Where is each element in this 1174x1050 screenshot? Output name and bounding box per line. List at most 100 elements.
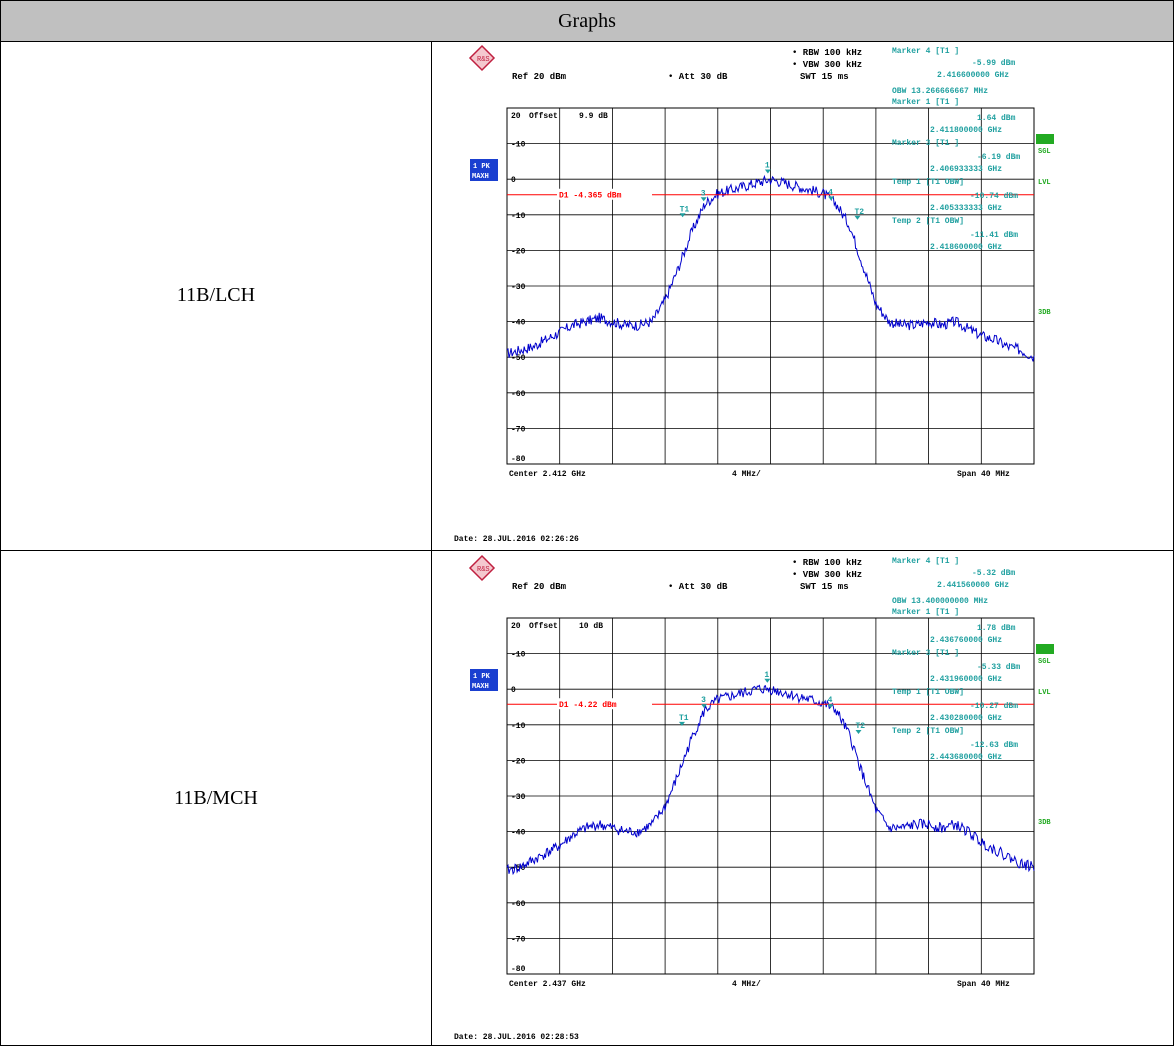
marker-icon (828, 196, 835, 201)
marker-info-text: Temp 2 [T1 OBW] (892, 217, 964, 226)
y-tick-label: -10 (511, 212, 526, 221)
marker-info-text: 2.431960000 GHz (930, 675, 1002, 684)
table-header: Graphs (0, 0, 1174, 42)
vbw-label: • VBW 300 kHz (792, 60, 862, 70)
trace-mode: MAXH (472, 173, 489, 181)
marker-info-text: -10.27 dBm (970, 702, 1018, 711)
y-tick-label: -10 (511, 722, 526, 731)
marker-icon (855, 730, 862, 735)
marker-icon (701, 704, 708, 709)
graph-cell: R&S • RBW 100 kHz • VBW 300 kHz SWT 15 ms Re… (432, 41, 1173, 550)
div-label: 4 MHz/ (732, 980, 761, 989)
marker-info-text: 2.441560000 GHz (937, 581, 1009, 590)
sgl-indicator (1036, 644, 1054, 654)
marker-label: 3 (701, 696, 706, 705)
marker-info-text: Temp 1 [T1 OBW] (892, 688, 964, 697)
offset-value: 10 dB (579, 622, 603, 631)
row-label-cell: 11B/LCH (1, 41, 432, 550)
y-tick-label: -10 (511, 651, 526, 660)
rbw-label: • RBW 100 kHz (792, 48, 862, 58)
marker-info-text: -5.33 dBm (977, 663, 1020, 672)
marker-info-text: 1.78 dBm (977, 624, 1016, 633)
marker-info-text: 2.443680000 GHz (930, 753, 1002, 762)
marker-label: 4 (828, 696, 833, 705)
graph-cell: R&S • RBW 100 kHz • VBW 300 kHz SWT 15 ms Re… (432, 551, 1173, 1045)
marker-info-text: Marker 3 [T1 ] (892, 139, 959, 148)
swt-label: SWT 15 ms (800, 582, 849, 592)
marker-info-text: -12.63 dBm (970, 741, 1018, 750)
display-line-label-bg (557, 188, 652, 200)
marker-info-text: 2.418600000 GHz (930, 243, 1002, 252)
y-tick-label: -50 (511, 864, 526, 873)
marker-label: 3 (701, 189, 706, 198)
marker-info-text: Marker 4 [T1 ] (892, 47, 959, 56)
date-label: Date: 28.JUL.2016 02:28:53 (454, 1033, 579, 1042)
y-tick-label: -70 (511, 425, 526, 434)
marker-icon (827, 704, 834, 709)
table-row: 11B/LCH R&S • RBW 100 kHz • VBW 300 kHz SWT… (0, 41, 1174, 551)
y-tick-label: -80 (511, 455, 526, 464)
trace-label: 1 PK (473, 163, 491, 171)
rs-logo-icon (468, 554, 496, 582)
y-tick-label: 20 (511, 112, 521, 121)
trace-badge (470, 159, 498, 181)
y-tick-label: -60 (511, 390, 526, 399)
div-label: 4 MHz/ (732, 470, 761, 479)
display-line-label: D1 -4.22 dBm (559, 701, 617, 710)
marker-info-text: -5.32 dBm (972, 569, 1015, 578)
display-line-label: D1 -4.365 dBm (559, 192, 622, 201)
marker-info-text: -6.19 dBm (977, 153, 1020, 162)
marker-icon (764, 169, 771, 174)
center-freq-label: Center 2.437 GHz (509, 980, 586, 989)
offset-label: Offset (529, 622, 558, 631)
marker-info-text: 2.430280000 GHz (930, 714, 1002, 723)
side-label: 3DB (1038, 309, 1051, 317)
table-header-label: Graphs (558, 9, 616, 32)
y-tick-label: -20 (511, 247, 526, 256)
att-label: • Att 30 dB (668, 582, 728, 592)
y-tick-label: 0 (511, 686, 516, 695)
row-label-cell: 11B/MCH (1, 551, 432, 1045)
ref-label: Ref 20 dBm (512, 72, 567, 82)
date-label: Date: 28.JUL.2016 02:26:26 (454, 535, 579, 544)
rs-logo-letters-icon: R&S (477, 566, 490, 574)
marker-info-text: 2.406933333 GHz (930, 165, 1002, 174)
spectrum-trace (506, 684, 1035, 876)
marker-info-text: -10.74 dBm (970, 192, 1018, 201)
marker-label: T2 (854, 208, 864, 217)
y-tick-label: 20 (511, 622, 521, 631)
y-tick-label: -10 (511, 141, 526, 150)
marker-info-text: Marker 1 [T1 ] (892, 98, 959, 107)
y-tick-label: -80 (511, 965, 526, 974)
marker-icon (700, 197, 707, 202)
marker-info-text: Marker 3 [T1 ] (892, 649, 959, 658)
offset-label: Offset (529, 112, 558, 121)
marker-info-text: Temp 1 [T1 OBW] (892, 178, 964, 187)
marker-info-text: 2.416600000 GHz (937, 71, 1009, 80)
spectrum-plot-lch: R&S • RBW 100 kHz • VBW 300 kHz SWT 15 ms Re… (454, 44, 1054, 544)
marker-info-text: -11.41 dBm (970, 231, 1018, 240)
att-label: • Att 30 dB (668, 72, 728, 82)
marker-label: T2 (856, 722, 866, 731)
marker-info-text: 2.405333333 GHz (930, 204, 1002, 213)
marker-label: 4 (828, 189, 833, 198)
y-tick-label: -30 (511, 283, 526, 292)
y-tick-label: -40 (511, 319, 526, 328)
sgl-indicator (1036, 134, 1054, 144)
side-label: SGL (1038, 148, 1051, 156)
center-freq-label: Center 2.412 GHz (509, 470, 586, 479)
side-label: LVL (1038, 179, 1051, 187)
marker-info-text: Marker 4 [T1 ] (892, 557, 959, 566)
trace-label: 1 PK (473, 673, 491, 681)
swt-label: SWT 15 ms (800, 72, 849, 82)
y-tick-label: -30 (511, 793, 526, 802)
rbw-label: • RBW 100 kHz (792, 558, 862, 568)
marker-info-text: Marker 1 [T1 ] (892, 608, 959, 617)
marker-info-text: 1.64 dBm (977, 114, 1016, 123)
offset-value: 9.9 dB (579, 112, 608, 121)
y-tick-label: 0 (511, 176, 516, 185)
marker-icon (764, 678, 771, 683)
spectrum-trace (506, 174, 1035, 362)
marker-icon (678, 721, 685, 726)
